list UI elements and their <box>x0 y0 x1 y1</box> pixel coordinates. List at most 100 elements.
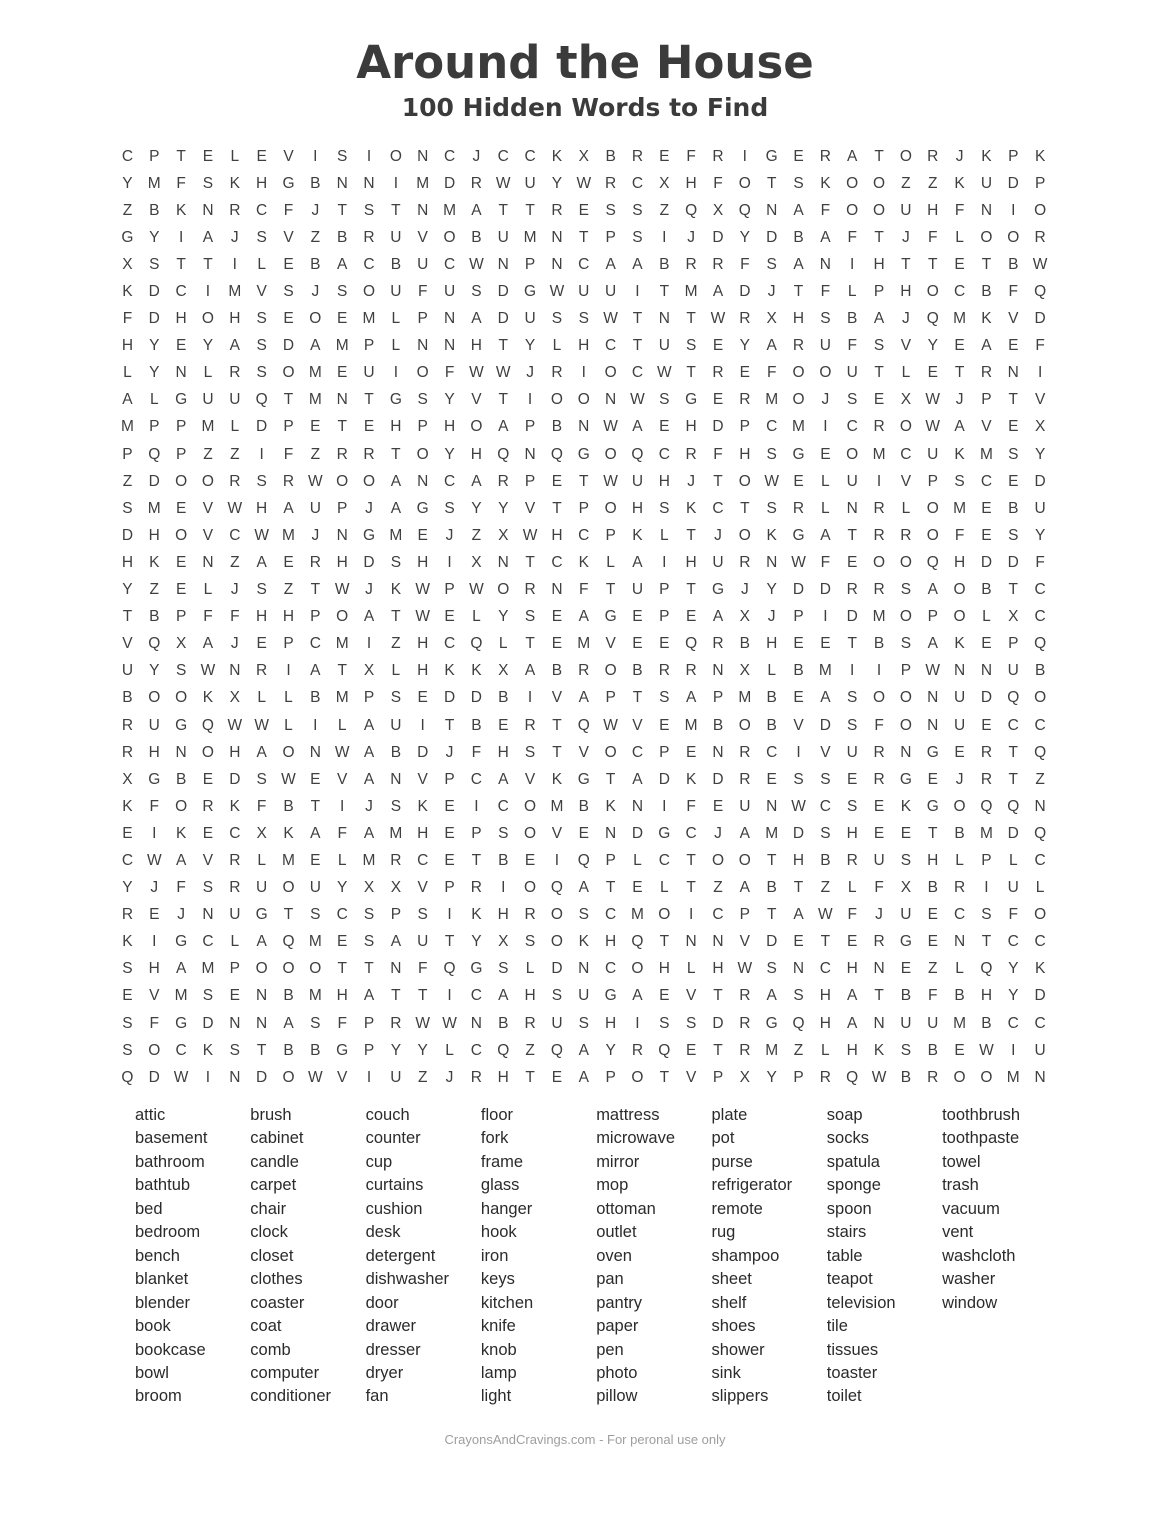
grid-cell: L <box>955 960 964 978</box>
grid-cell: Y <box>471 499 482 517</box>
grid-cell: E <box>981 526 992 544</box>
grid-cell: H <box>766 635 778 653</box>
grid-cell: N <box>766 553 778 571</box>
grid-cell: W <box>576 174 592 192</box>
word-item: shelf <box>711 1293 747 1312</box>
word-item: fork <box>480 1129 509 1148</box>
grid-cell: E <box>229 987 240 1005</box>
grid-cell: B <box>310 689 321 707</box>
grid-cell: E <box>337 933 348 951</box>
grid-cell: C <box>1007 933 1019 951</box>
grid-cell: O <box>631 1068 644 1086</box>
grid-cell: H <box>846 824 858 842</box>
grid-cell: Q <box>1034 635 1047 653</box>
grid-cell: E <box>981 635 992 653</box>
grid-cell: W <box>469 581 484 599</box>
word-item: drawer <box>365 1317 417 1336</box>
grid-cell: R <box>551 201 563 219</box>
grid-cell: B <box>498 689 509 707</box>
word-item: comb <box>250 1340 291 1359</box>
grid-cell: Q <box>1034 743 1047 761</box>
grid-cell: E <box>847 553 858 571</box>
grid-cell: M <box>201 418 215 436</box>
grid-cell: J <box>230 228 239 246</box>
grid-cell: H <box>846 1041 858 1059</box>
grid-cell: D <box>739 283 751 301</box>
word-list: attic basement bathroom bathtub bed bedroom be… <box>135 1104 1057 1409</box>
grid-cell: K <box>954 635 965 653</box>
grid-cell: C <box>336 906 348 924</box>
grid-cell: Y <box>766 581 777 599</box>
grid-cell: Q <box>1034 283 1047 301</box>
grid-cell: S <box>471 283 482 301</box>
word-item: fan <box>365 1387 389 1406</box>
grid-cell: D <box>202 1014 214 1032</box>
grid-cell: I <box>178 228 184 246</box>
grid-cell: K <box>551 147 563 165</box>
grid-cell: I <box>286 662 291 680</box>
grid-cell: J <box>445 743 454 761</box>
grid-cell: E <box>283 310 294 328</box>
grid-cell: U <box>524 310 536 328</box>
grid-cell: E <box>632 608 643 626</box>
grid-cell: P <box>712 1068 724 1086</box>
grid-cell: F <box>149 797 159 815</box>
grid-cell: D <box>792 581 805 599</box>
grid-cell: G <box>255 906 268 924</box>
grid-cell: N <box>470 1014 482 1032</box>
grid-cell: C <box>605 337 617 355</box>
grid-cell: Y <box>739 337 750 355</box>
grid-cell: A <box>202 228 214 246</box>
grid-cell: P <box>1034 174 1046 192</box>
grid-cell: K <box>175 824 187 842</box>
grid-cell: C <box>417 851 429 869</box>
grid-cell: G <box>577 445 590 463</box>
grid-cell: O <box>282 364 295 382</box>
grid-cell: T <box>310 581 321 599</box>
word-list-column: plate pot purse refrigerator remote rug shampo… <box>711 1104 826 1409</box>
grid-cell: H <box>121 337 134 355</box>
grid-cell: T <box>981 933 992 951</box>
grid-cell: F <box>766 364 777 382</box>
grid-cell: C <box>1034 581 1046 599</box>
grid-cell: H <box>685 174 697 192</box>
grid-cell: S <box>498 824 509 842</box>
grid-cell: T <box>632 310 643 328</box>
word-item: photo <box>596 1363 638 1382</box>
grid-cell: M <box>308 987 322 1005</box>
grid-cell: N <box>202 906 214 924</box>
grid-cell: X <box>229 689 240 707</box>
grid-cell: S <box>578 1014 589 1032</box>
grid-cell: X <box>766 310 777 328</box>
grid-cell: T <box>954 364 965 382</box>
word-item: lamp <box>480 1363 517 1382</box>
grid-cell: S <box>659 499 670 517</box>
grid-cell: U <box>417 933 429 951</box>
grid-cell: U <box>605 283 617 301</box>
grid-cell: U <box>390 716 402 734</box>
grid-cell: C <box>202 933 214 951</box>
grid-cell: W <box>227 499 243 517</box>
grid-cell: U <box>497 228 509 246</box>
grid-cell: T <box>632 689 643 707</box>
grid-cell: C <box>443 635 456 653</box>
grid-cell: C <box>658 445 670 463</box>
grid-cell: Z <box>901 174 911 192</box>
grid-cell: N <box>1007 364 1019 382</box>
grid-cell: U <box>631 581 644 599</box>
grid-cell: O <box>282 879 295 897</box>
grid-cell: A <box>793 906 804 924</box>
grid-cell: O <box>899 418 912 436</box>
grid-cell: E <box>444 797 455 815</box>
grid-cell: Q <box>148 445 161 463</box>
grid-cell: B <box>873 635 885 653</box>
word-item: spoon <box>826 1199 872 1218</box>
grid-cell: E <box>659 147 670 165</box>
grid-cell: H <box>846 960 858 978</box>
grid-cell: A <box>390 933 402 951</box>
grid-cell: E <box>981 716 992 734</box>
grid-cell: A <box>578 1041 589 1059</box>
word-item: pan <box>596 1270 624 1289</box>
